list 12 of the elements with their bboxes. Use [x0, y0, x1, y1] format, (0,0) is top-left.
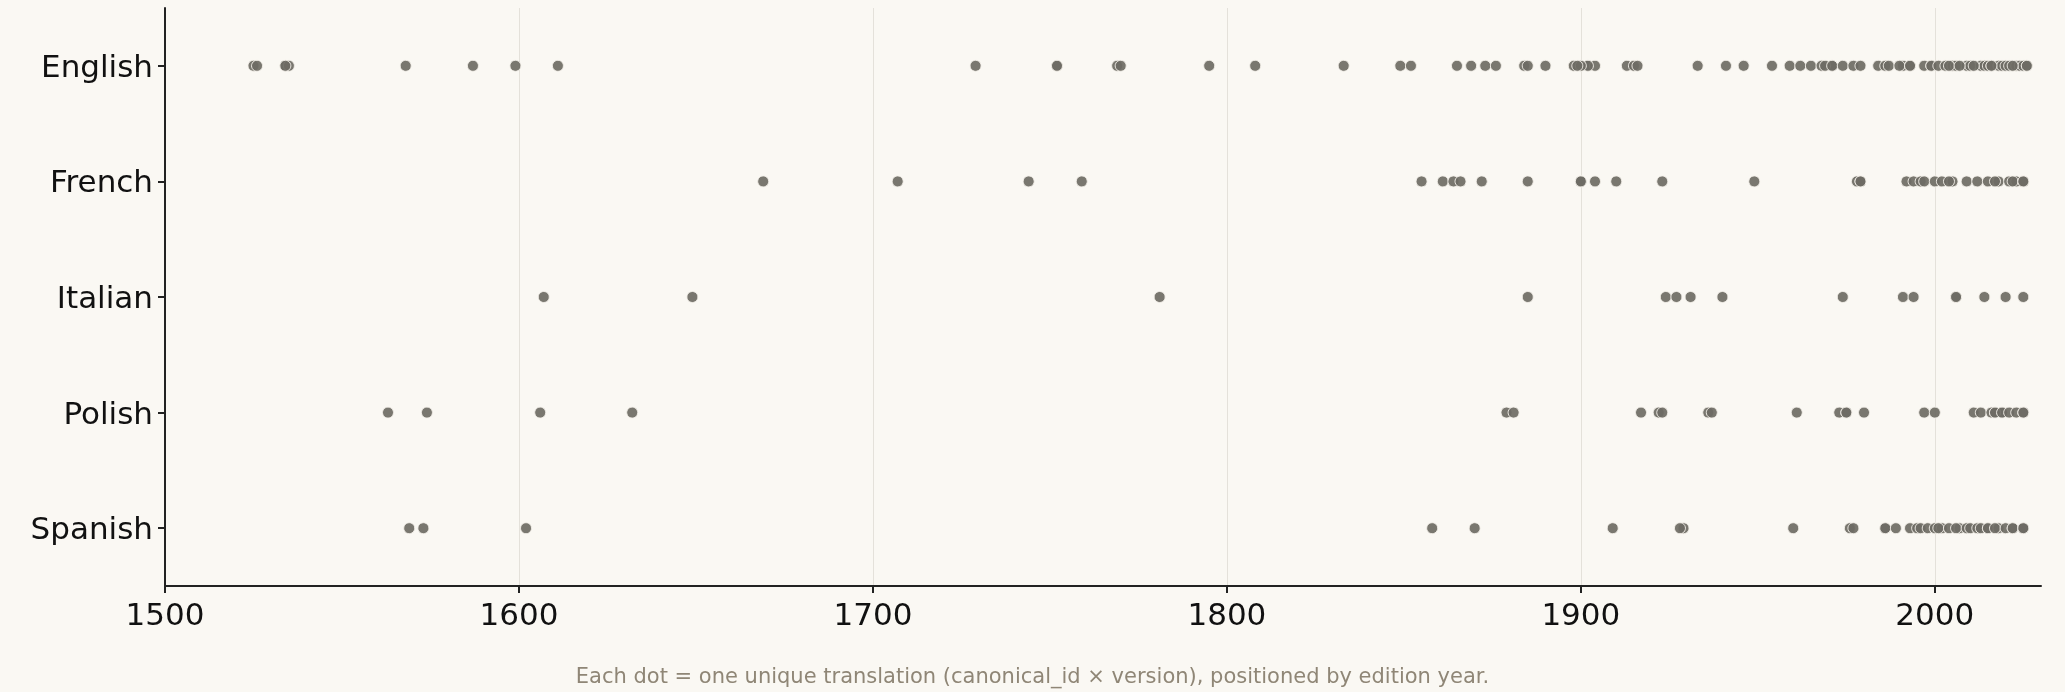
y-tick-label: Italian	[56, 279, 153, 315]
y-tick-label: Spanish	[30, 510, 153, 547]
x-tick-label: 1600	[479, 595, 559, 632]
x-tick-label: 1700	[833, 595, 913, 632]
x-tick-label: 1500	[125, 595, 205, 632]
x-tick-label: 2000	[1895, 595, 1975, 632]
x-tick-label: 1900	[1541, 595, 1621, 632]
x-tick-label: 1800	[1187, 595, 1267, 632]
text: Each dot = one unique translation (canonical_id × version), positioned by edition year.	[575, 663, 1490, 689]
y-tick-label: French	[49, 163, 153, 200]
y-tick-label: Polish	[63, 394, 153, 431]
y-tick-label: English	[41, 47, 153, 84]
